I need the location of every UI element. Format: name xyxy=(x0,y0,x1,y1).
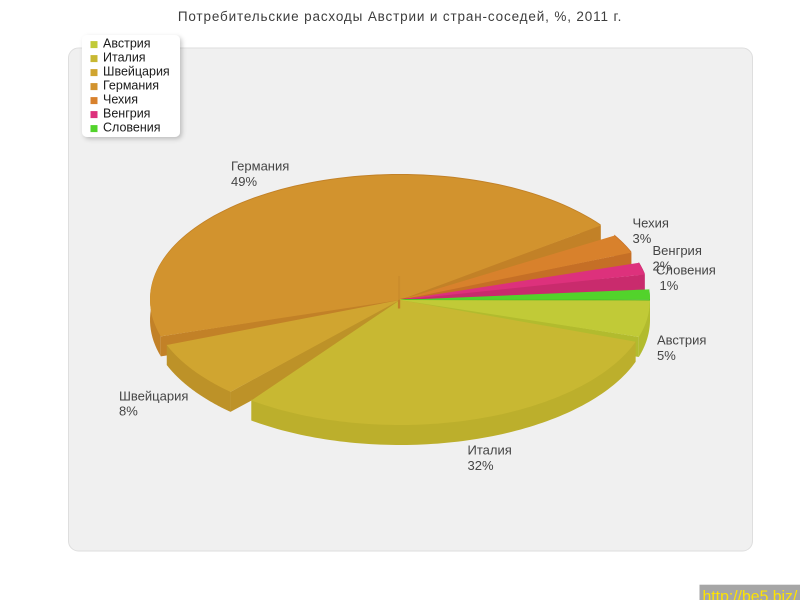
svg-text:Чехия: Чехия xyxy=(103,93,138,107)
svg-text:3%: 3% xyxy=(633,231,652,246)
svg-text:Италия: Италия xyxy=(468,443,512,458)
svg-text:5%: 5% xyxy=(657,348,676,363)
svg-text:1%: 1% xyxy=(660,278,679,293)
svg-text:8%: 8% xyxy=(119,404,138,419)
svg-text:Австрия: Австрия xyxy=(103,37,151,51)
svg-text:http://be5.biz/: http://be5.biz/ xyxy=(703,589,798,600)
svg-text:Швейцария: Швейцария xyxy=(103,65,170,79)
svg-text:Словения: Словения xyxy=(103,121,161,135)
svg-text:Потребительские расходы Австри: Потребительские расходы Австрии и стран-… xyxy=(178,9,622,24)
svg-text:Италия: Италия xyxy=(103,51,146,65)
svg-text:Словения: Словения xyxy=(656,263,716,278)
svg-text:Венгрия: Венгрия xyxy=(103,107,150,121)
svg-text:Венгрия: Венгрия xyxy=(653,243,702,258)
svg-text:Германия: Германия xyxy=(231,159,289,174)
svg-text:Германия: Германия xyxy=(103,79,159,93)
svg-text:Австрия: Австрия xyxy=(657,333,706,348)
svg-text:Чехия: Чехия xyxy=(633,216,669,231)
svg-text:Швейцария: Швейцария xyxy=(119,388,188,403)
svg-text:49%: 49% xyxy=(231,174,257,189)
svg-text:32%: 32% xyxy=(468,458,494,473)
svg-text:2%: 2% xyxy=(653,259,672,274)
